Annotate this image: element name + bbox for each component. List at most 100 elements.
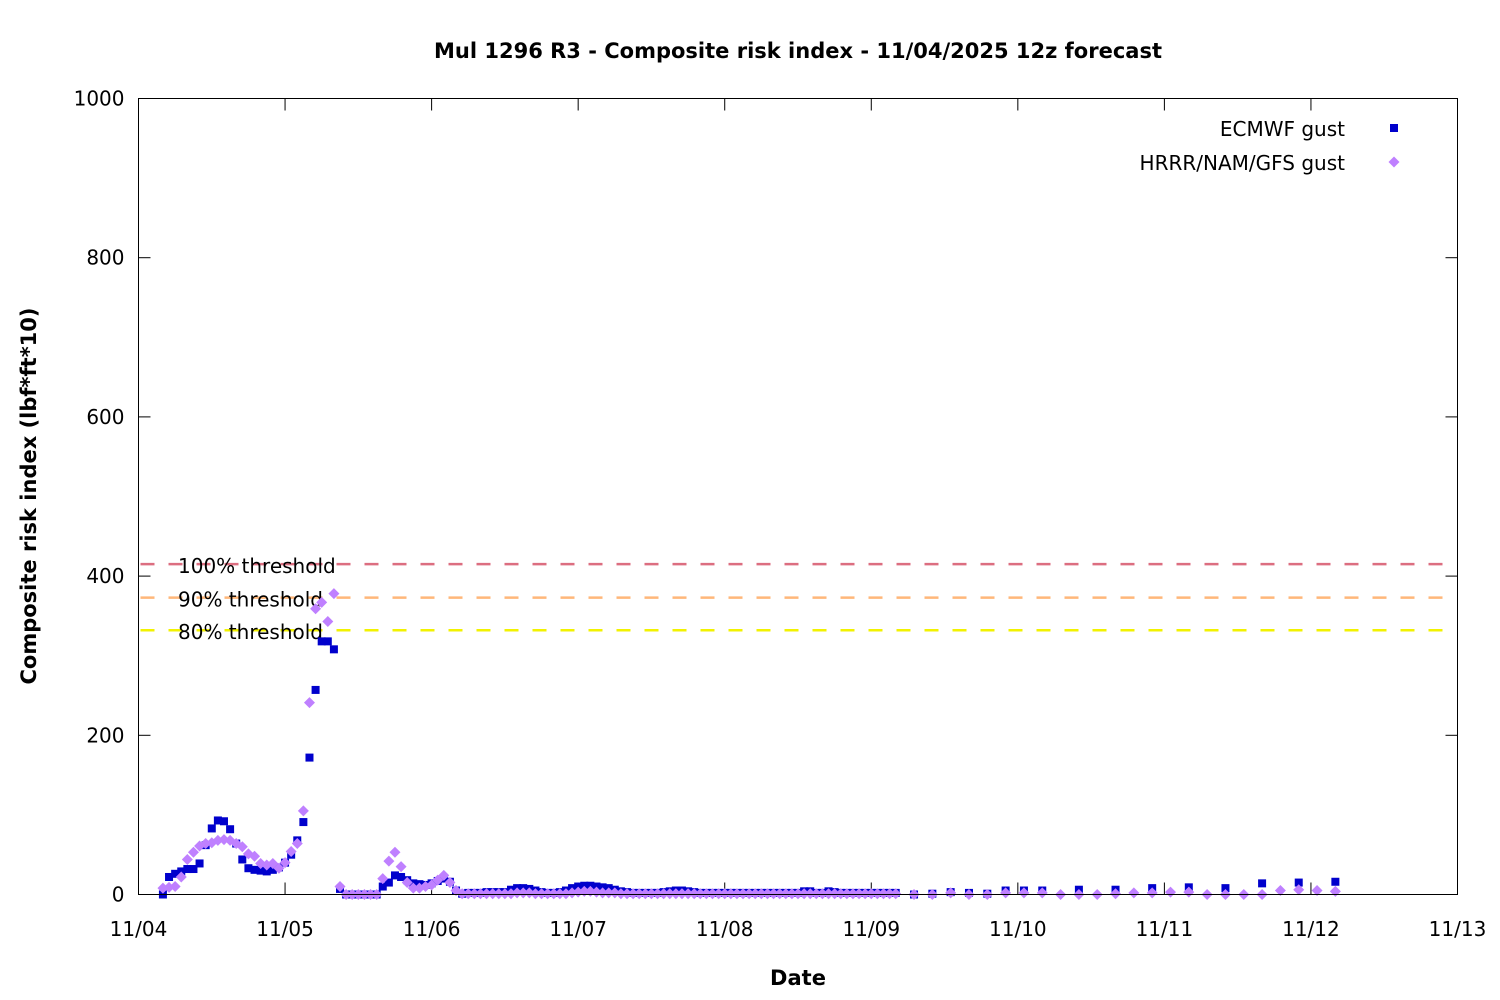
data-point [597, 887, 609, 899]
data-point [841, 888, 853, 900]
data-points [157, 588, 1341, 900]
data-point [219, 817, 228, 826]
y-tick-label: 200 [86, 723, 124, 747]
data-point [456, 888, 468, 900]
data-point [823, 888, 835, 900]
y-tick-label: 0 [112, 883, 125, 907]
data-point [586, 881, 595, 890]
x-tick-label: 11/12 [1282, 917, 1340, 941]
chart-title: Mul 1296 R3 - Composite risk index - 11/… [434, 39, 1162, 63]
data-point [768, 888, 780, 900]
data-point [177, 867, 186, 876]
threshold-label: 90% threshold [178, 588, 323, 612]
data-point [378, 882, 387, 891]
data-point [816, 888, 828, 900]
data-point [334, 881, 346, 893]
data-point [592, 882, 601, 891]
data-point [554, 888, 566, 900]
data-point [615, 888, 627, 900]
legend-marker [1390, 124, 1398, 132]
data-point [468, 888, 480, 900]
data-point [299, 818, 308, 827]
data-point [755, 888, 767, 900]
data-point [529, 888, 541, 900]
series-diamond [157, 588, 1341, 900]
x-tick-label: 11/09 [842, 917, 900, 941]
data-point [877, 888, 889, 900]
threshold-label: 100% threshold [178, 554, 336, 578]
data-point [499, 888, 511, 900]
data-point [474, 888, 486, 900]
data-point [323, 637, 332, 646]
data-point [1146, 887, 1158, 899]
data-point [517, 887, 529, 899]
data-point [444, 877, 456, 889]
data-point [493, 888, 505, 900]
data-point [305, 753, 314, 762]
data-point [792, 888, 804, 900]
data-point [279, 857, 291, 869]
data-point [574, 882, 583, 891]
y-tick-label: 800 [86, 246, 124, 270]
data-point [390, 871, 399, 880]
plot-frame [138, 98, 1458, 895]
data-point [438, 869, 450, 881]
data-point [664, 888, 676, 900]
data-point [273, 862, 285, 874]
data-point [1036, 887, 1048, 899]
data-point [397, 872, 406, 881]
data-point [377, 873, 389, 885]
data-point [621, 888, 633, 900]
data-point [633, 888, 645, 900]
data-point [658, 888, 670, 900]
data-point [871, 888, 883, 900]
data-point [395, 861, 407, 873]
data-point [835, 888, 847, 900]
data-point [383, 855, 395, 867]
data-point [737, 888, 749, 900]
data-point [798, 888, 810, 900]
data-point [743, 888, 755, 900]
data-point [181, 853, 193, 865]
data-point [175, 871, 187, 883]
data-point [774, 888, 786, 900]
data-point [226, 825, 235, 834]
data-point [316, 596, 328, 608]
data-point [236, 841, 248, 853]
data-point [652, 888, 664, 900]
data-point [249, 850, 261, 862]
x-tick-label: 11/08 [696, 917, 754, 941]
data-point [1221, 884, 1230, 893]
series-square [158, 637, 1340, 899]
legend-marker [1388, 156, 1400, 168]
data-point [1258, 879, 1267, 888]
axis-ticks: 0 200 400 600 800 1000 11/04 11/05 11/06 11/07 11/… [74, 87, 1487, 942]
data-point [481, 888, 493, 900]
data-point [713, 888, 725, 900]
x-axis-label: Date [770, 966, 826, 990]
data-point [329, 645, 338, 654]
data-point [645, 888, 657, 900]
data-point [1311, 885, 1323, 897]
data-point [1018, 887, 1030, 899]
data-point [268, 865, 277, 874]
data-point [285, 846, 297, 858]
x-tick-label: 11/13 [1429, 917, 1487, 941]
legend-label: ECMWF gust [1220, 117, 1345, 141]
threshold-lines: 100% threshold 90% threshold 80% threshold [140, 554, 1456, 644]
data-point [256, 866, 265, 875]
data-point [1329, 885, 1341, 897]
data-point [780, 888, 792, 900]
data-point [1000, 887, 1012, 899]
data-point [213, 816, 222, 825]
data-point [244, 864, 253, 873]
threshold-label: 80% threshold [178, 620, 323, 644]
x-tick-label: 11/11 [1136, 917, 1194, 941]
data-point [580, 881, 589, 890]
data-point [694, 888, 706, 900]
data-point [1331, 877, 1340, 886]
data-point [804, 888, 816, 900]
x-tick-label: 11/07 [549, 917, 607, 941]
data-point [884, 888, 896, 900]
data-point [195, 859, 204, 868]
